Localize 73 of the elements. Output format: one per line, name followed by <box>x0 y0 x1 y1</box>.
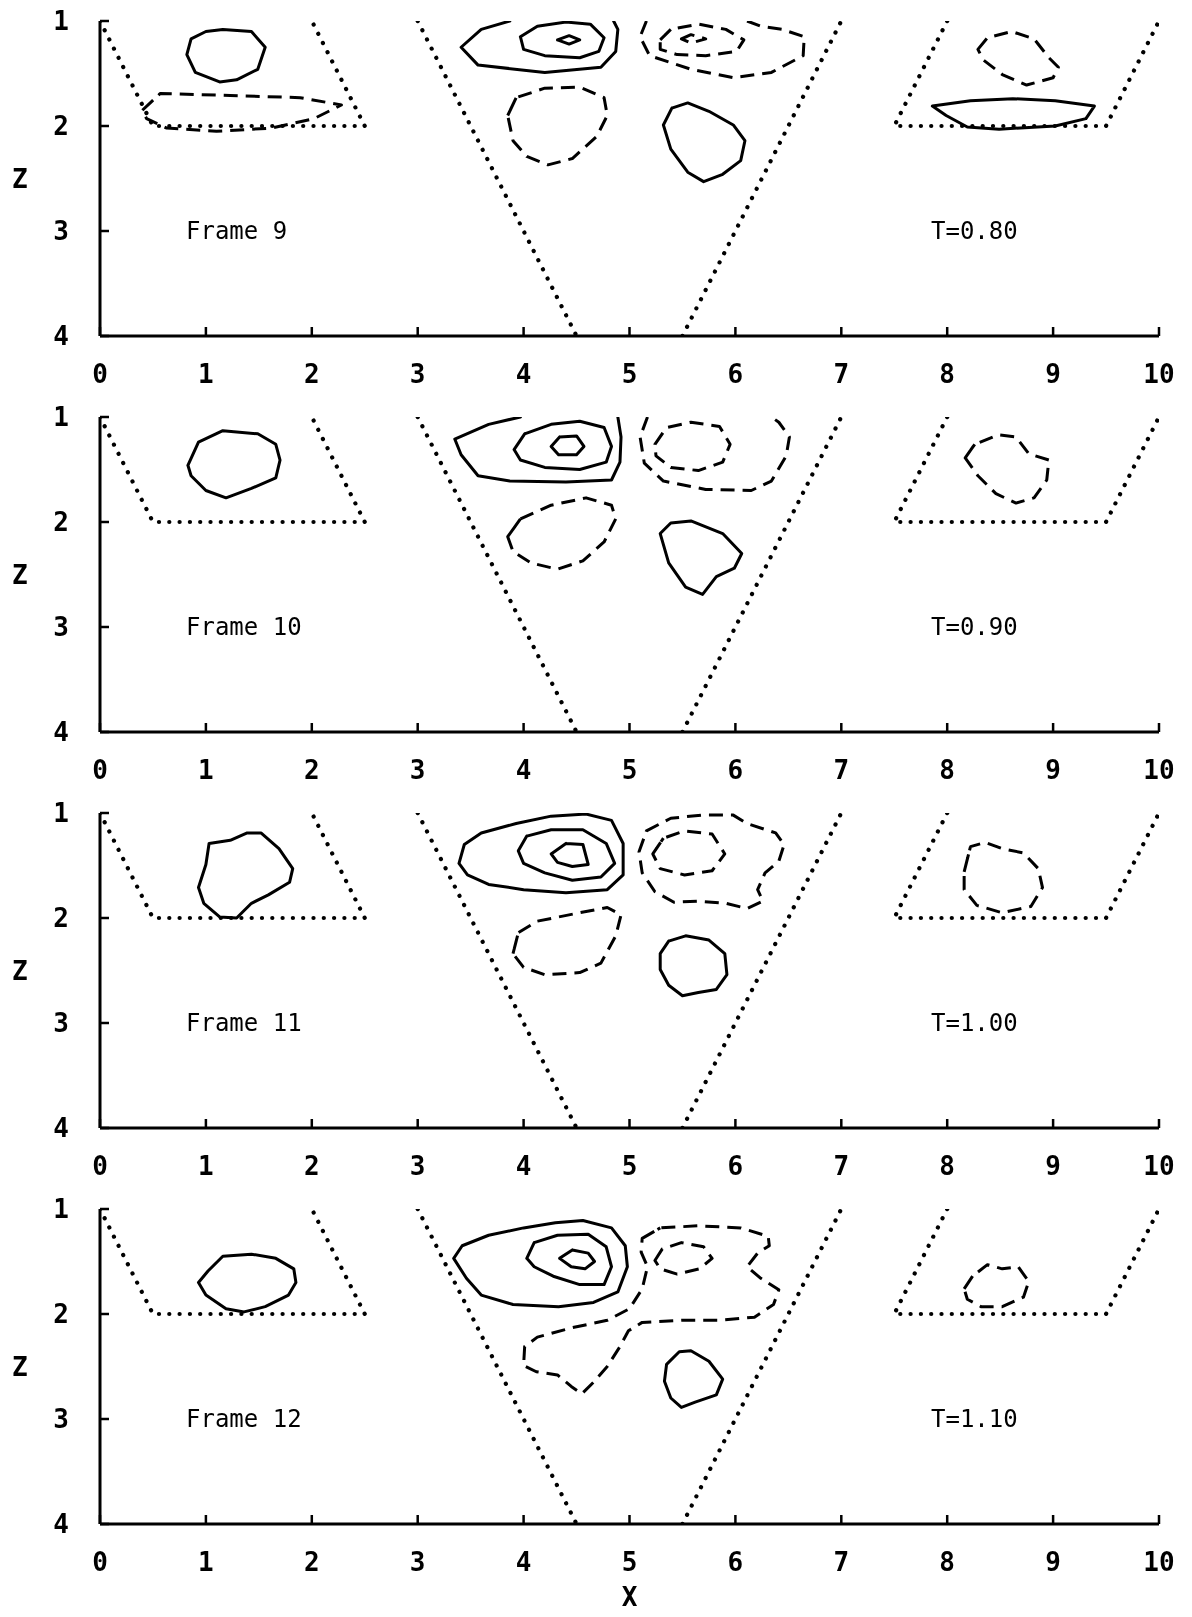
annotation: T=0.90 <box>931 613 1018 641</box>
y-axis-title: Z <box>12 955 28 986</box>
x-axis-title: X <box>621 1582 638 1612</box>
y-tick-label: 2 <box>53 111 69 142</box>
y-tick-label: 4 <box>53 717 69 748</box>
x-tick-label: 3 <box>409 754 426 785</box>
x-tick-label: 3 <box>409 1150 426 1181</box>
annotation: T=1.00 <box>931 1009 1018 1037</box>
x-tick-label: 0 <box>92 1546 108 1577</box>
y-tick-label: 1 <box>53 402 69 433</box>
x-tick-label: 6 <box>727 1546 744 1577</box>
x-tick-label: 5 <box>621 754 638 785</box>
x-tick-label: 8 <box>939 1150 956 1181</box>
y-tick-label: 4 <box>53 321 69 352</box>
y-tick-label: 3 <box>53 1404 69 1435</box>
x-tick-label: 6 <box>727 754 744 785</box>
x-tick-label: 1 <box>198 358 214 389</box>
x-tick-label: 1 <box>198 754 214 785</box>
y-axis-title: Z <box>12 1351 28 1382</box>
x-tick-label: 3 <box>409 358 426 389</box>
x-tick-label: 8 <box>939 1546 956 1577</box>
x-tick-label: 2 <box>303 754 320 785</box>
x-tick-label: 9 <box>1045 1546 1061 1577</box>
x-tick-label: 0 <box>92 754 108 785</box>
annotation: T=1.10 <box>931 1405 1018 1433</box>
x-tick-label: 4 <box>515 1150 532 1181</box>
x-tick-label: 9 <box>1045 358 1061 389</box>
x-tick-label: 5 <box>621 1150 638 1181</box>
y-tick-label: 4 <box>53 1509 69 1540</box>
x-tick-label: 7 <box>833 358 850 389</box>
x-tick-label: 10 <box>1143 358 1175 389</box>
x-tick-label: 4 <box>515 754 532 785</box>
x-tick-label: 1 <box>198 1546 214 1577</box>
y-tick-label: 4 <box>53 1113 69 1144</box>
y-tick-label: 2 <box>53 1299 69 1330</box>
y-tick-label: 3 <box>53 216 69 247</box>
y-tick-label: 1 <box>53 798 69 829</box>
y-axis-title: Z <box>12 559 28 590</box>
y-tick-label: 1 <box>53 6 69 37</box>
x-tick-label: 9 <box>1045 754 1061 785</box>
x-tick-label: 8 <box>939 754 956 785</box>
x-tick-label: 9 <box>1045 1150 1061 1181</box>
x-tick-label: 5 <box>621 1546 638 1577</box>
x-tick-label: 6 <box>727 1150 744 1181</box>
x-tick-label: 7 <box>833 1150 850 1181</box>
x-tick-label: 2 <box>303 358 320 389</box>
y-axis-title: Z <box>12 163 28 194</box>
x-tick-label: 6 <box>727 358 744 389</box>
x-tick-label: 7 <box>833 754 850 785</box>
x-tick-label: 3 <box>409 1546 426 1577</box>
x-tick-label: 1 <box>198 1150 214 1181</box>
x-tick-label: 5 <box>621 358 638 389</box>
x-tick-label: 4 <box>515 358 532 389</box>
x-tick-label: 2 <box>303 1546 320 1577</box>
x-tick-label: 8 <box>939 358 956 389</box>
y-tick-label: 3 <box>53 612 69 643</box>
x-tick-label: 10 <box>1143 754 1175 785</box>
annotation: T=0.80 <box>931 217 1018 245</box>
y-tick-label: 3 <box>53 1008 69 1039</box>
y-tick-label: 2 <box>53 903 69 934</box>
x-tick-label: 0 <box>92 358 108 389</box>
annotation: Frame 12 <box>186 1405 302 1433</box>
y-tick-label: 2 <box>53 507 69 538</box>
x-tick-label: 0 <box>92 1150 108 1181</box>
annotation: Frame 10 <box>186 613 302 641</box>
x-tick-label: 4 <box>515 1546 532 1577</box>
y-tick-label: 1 <box>53 1194 69 1225</box>
x-tick-label: 10 <box>1143 1150 1175 1181</box>
x-tick-label: 2 <box>303 1150 320 1181</box>
x-tick-label: 10 <box>1143 1546 1175 1577</box>
x-tick-label: 7 <box>833 1546 850 1577</box>
annotation: Frame 9 <box>186 217 288 245</box>
annotation: Frame 11 <box>186 1009 302 1037</box>
